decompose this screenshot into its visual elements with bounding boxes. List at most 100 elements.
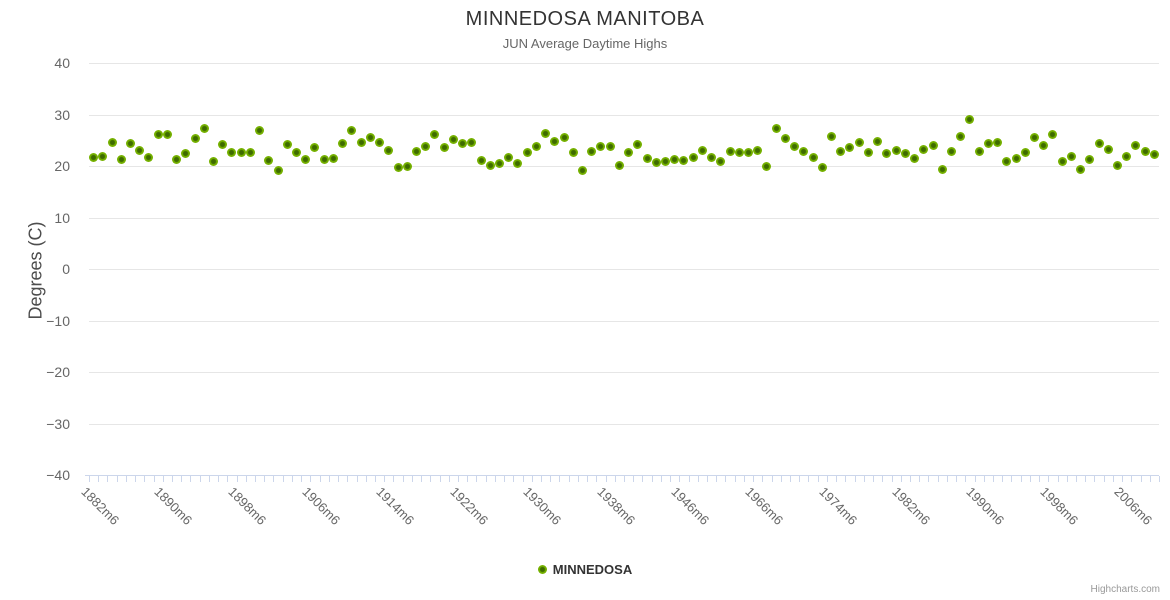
data-point[interactable] bbox=[974, 147, 984, 157]
data-point[interactable] bbox=[1131, 141, 1141, 151]
data-point[interactable] bbox=[983, 139, 993, 149]
data-point[interactable] bbox=[328, 154, 338, 164]
data-point[interactable] bbox=[900, 148, 910, 158]
data-point[interactable] bbox=[485, 160, 495, 170]
data-point[interactable] bbox=[891, 145, 901, 155]
data-point[interactable] bbox=[319, 154, 329, 164]
data-point[interactable] bbox=[716, 157, 726, 167]
data-point[interactable] bbox=[172, 154, 182, 164]
data-point[interactable] bbox=[126, 138, 135, 148]
data-point[interactable] bbox=[744, 148, 754, 158]
data-point[interactable] bbox=[633, 139, 643, 149]
data-point[interactable] bbox=[1002, 157, 1012, 167]
data-point[interactable] bbox=[273, 165, 283, 175]
data-point[interactable] bbox=[1020, 148, 1030, 158]
data-point[interactable] bbox=[827, 132, 837, 142]
data-point[interactable] bbox=[919, 145, 929, 155]
data-point[interactable] bbox=[642, 153, 652, 163]
data-point[interactable] bbox=[762, 161, 772, 171]
data-point[interactable] bbox=[393, 162, 403, 172]
data-point[interactable] bbox=[356, 138, 366, 148]
data-point[interactable] bbox=[384, 145, 394, 155]
data-point[interactable] bbox=[458, 138, 468, 148]
data-point[interactable] bbox=[1094, 139, 1104, 149]
data-point[interactable] bbox=[1112, 160, 1122, 170]
data-point[interactable] bbox=[89, 152, 99, 162]
data-point[interactable] bbox=[1039, 141, 1049, 151]
data-point[interactable] bbox=[107, 138, 117, 148]
data-point[interactable] bbox=[863, 147, 873, 157]
data-point[interactable] bbox=[292, 147, 302, 157]
data-point[interactable] bbox=[965, 115, 975, 125]
data-point[interactable] bbox=[227, 147, 237, 157]
data-point[interactable] bbox=[513, 158, 523, 168]
data-point[interactable] bbox=[910, 153, 920, 163]
data-point[interactable] bbox=[199, 124, 209, 134]
data-point[interactable] bbox=[1029, 133, 1039, 143]
data-point[interactable] bbox=[144, 152, 154, 162]
data-point[interactable] bbox=[282, 140, 292, 150]
data-point[interactable] bbox=[725, 146, 735, 156]
data-point[interactable] bbox=[439, 143, 449, 153]
data-point[interactable] bbox=[845, 143, 855, 153]
data-point[interactable] bbox=[1066, 151, 1076, 161]
data-point[interactable] bbox=[522, 148, 532, 158]
data-point[interactable] bbox=[771, 123, 781, 133]
data-point[interactable] bbox=[301, 154, 311, 164]
data-point[interactable] bbox=[651, 157, 661, 167]
data-point[interactable] bbox=[494, 158, 504, 168]
data-point[interactable] bbox=[1011, 153, 1021, 163]
data-point[interactable] bbox=[347, 126, 357, 136]
data-point[interactable] bbox=[679, 156, 689, 166]
data-point[interactable] bbox=[928, 141, 938, 151]
data-point[interactable] bbox=[218, 140, 228, 150]
data-point[interactable] bbox=[310, 143, 320, 153]
data-point[interactable] bbox=[882, 148, 892, 158]
data-point[interactable] bbox=[531, 142, 541, 152]
data-point[interactable] bbox=[448, 135, 458, 145]
data-point[interactable] bbox=[873, 136, 883, 146]
data-point[interactable] bbox=[153, 129, 163, 139]
data-point[interactable] bbox=[190, 133, 200, 143]
data-point[interactable] bbox=[836, 147, 846, 157]
data-point[interactable] bbox=[559, 132, 569, 142]
data-point[interactable] bbox=[568, 148, 578, 158]
data-point[interactable] bbox=[162, 130, 172, 140]
data-point[interactable] bbox=[1149, 149, 1159, 159]
data-point[interactable] bbox=[697, 146, 707, 156]
data-point[interactable] bbox=[1085, 155, 1095, 165]
data-point[interactable] bbox=[430, 129, 440, 139]
data-point[interactable] bbox=[753, 146, 763, 156]
data-point[interactable] bbox=[135, 145, 145, 155]
data-point[interactable] bbox=[1103, 145, 1113, 155]
data-point[interactable] bbox=[734, 148, 744, 158]
data-point[interactable] bbox=[550, 136, 560, 146]
data-point[interactable] bbox=[116, 155, 126, 165]
data-point[interactable] bbox=[854, 138, 864, 148]
data-point[interactable] bbox=[181, 149, 191, 159]
data-point[interactable] bbox=[421, 141, 431, 151]
data-point[interactable] bbox=[541, 129, 551, 139]
data-point[interactable] bbox=[605, 141, 615, 151]
data-point[interactable] bbox=[808, 152, 818, 162]
data-point[interactable] bbox=[577, 165, 587, 175]
data-point[interactable] bbox=[255, 125, 265, 135]
data-point[interactable] bbox=[624, 148, 634, 158]
data-point[interactable] bbox=[946, 146, 956, 156]
data-point[interactable] bbox=[1048, 130, 1058, 140]
data-point[interactable] bbox=[780, 133, 790, 143]
data-point[interactable] bbox=[209, 157, 219, 167]
data-point[interactable] bbox=[98, 152, 108, 162]
data-point[interactable] bbox=[504, 152, 514, 162]
data-point[interactable] bbox=[596, 142, 606, 152]
data-point[interactable] bbox=[476, 156, 486, 166]
data-point[interactable] bbox=[614, 160, 624, 170]
data-point[interactable] bbox=[956, 132, 966, 142]
data-point[interactable] bbox=[245, 147, 255, 157]
data-point[interactable] bbox=[707, 152, 717, 162]
data-point[interactable] bbox=[411, 147, 421, 157]
data-point[interactable] bbox=[236, 147, 246, 157]
data-point[interactable] bbox=[587, 147, 597, 157]
legend-item-minnedosa[interactable]: MINNEDOSA bbox=[0, 562, 1170, 577]
data-point[interactable] bbox=[467, 137, 477, 147]
